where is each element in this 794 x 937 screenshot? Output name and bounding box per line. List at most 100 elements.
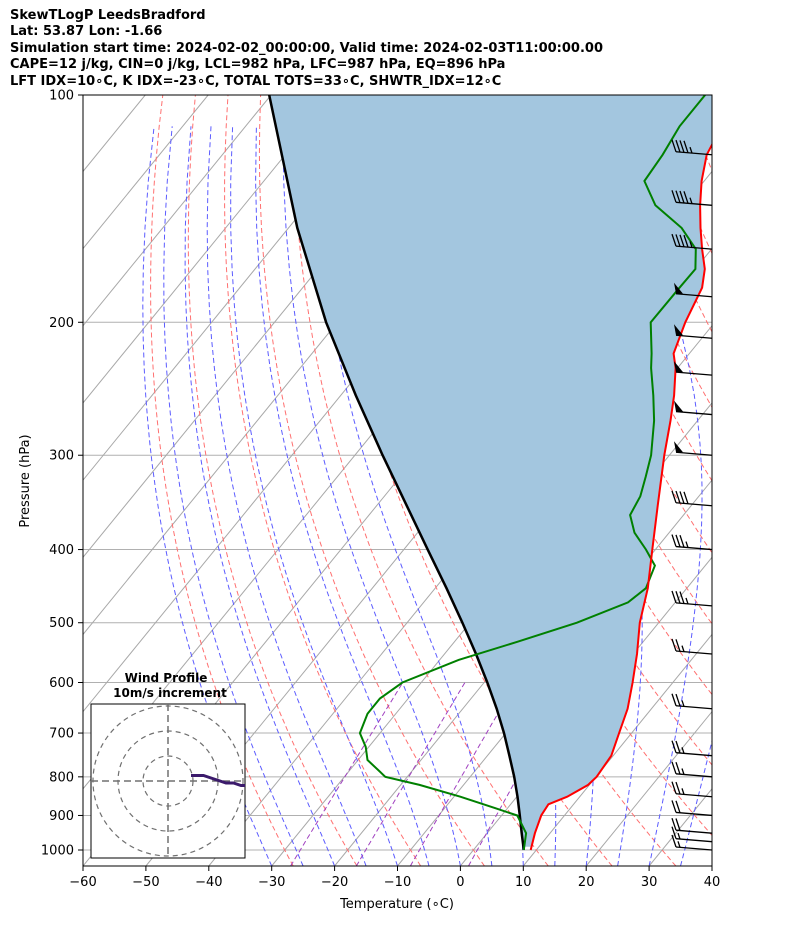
- wind-barb-half-flag: [685, 597, 689, 605]
- wind-barb-staff: [675, 371, 713, 376]
- isotherm-line: [83, 95, 335, 404]
- dewpoint-line: [358, 95, 706, 851]
- wind-barb-staff: [675, 650, 713, 655]
- wind-barb-staff: [675, 705, 713, 710]
- x-tick-label: −30: [258, 875, 285, 890]
- isotherm-line: [83, 95, 398, 481]
- moist-adiabat-line: [282, 126, 461, 866]
- hodograph-inset: Wind Profile 10m/s increment: [90, 671, 246, 859]
- wind-barb-half-flag: [689, 146, 693, 154]
- wind-barb-flag: [675, 139, 681, 153]
- wind-barb-flag: [675, 781, 681, 795]
- station-coordinates: Lat: 53.87 Lon: -1.66: [10, 24, 163, 40]
- wind-barb-flag: [675, 490, 681, 504]
- moist-adiabat-line: [313, 126, 493, 866]
- wind-barb-flag: [671, 826, 677, 839]
- wind-barb-flag: [675, 190, 681, 203]
- x-axis-ticks: −60 −50 −40 −30 −20 −10 0 10 20 30 40: [69, 866, 720, 890]
- wind-barb-flag: [683, 140, 689, 153]
- isotherm-line: [83, 95, 209, 250]
- chart-header: SkewTLogP LeedsBradford Lat: 53.87 Lon: …: [10, 8, 603, 90]
- wind-barb-flag: [679, 535, 685, 548]
- wind-barb-flag: [671, 817, 677, 831]
- x-tick-label: −40: [195, 875, 222, 890]
- wind-barb-flag: [683, 234, 689, 248]
- wind-barb-flag: [675, 534, 681, 548]
- x-tick-label: −50: [132, 875, 159, 890]
- wind-barb-staff: [675, 151, 713, 156]
- isotherm-line: [83, 95, 272, 327]
- wind-barb-flag: [671, 490, 677, 503]
- hodograph-content: [91, 704, 245, 858]
- wind-barb-half-flag: [689, 241, 693, 248]
- wind-barb: [671, 693, 713, 710]
- y-tick-label: 800: [49, 770, 74, 785]
- wind-barb: [671, 740, 713, 757]
- wind-barb-flag: [679, 190, 685, 204]
- wind-barb: [674, 282, 713, 298]
- y-tick-label: 1000: [41, 844, 74, 859]
- isotherm-line: [775, 95, 794, 866]
- wind-barb-flag: [675, 740, 681, 754]
- wind-barb: [671, 490, 713, 507]
- dry-adiabat-line: [455, 95, 712, 696]
- wind-barb-staff: [675, 793, 713, 798]
- y-tick-label: 400: [49, 543, 74, 558]
- wind-barb-flag: [679, 491, 685, 504]
- wind-barb: [671, 190, 713, 206]
- wind-barb-flag: [671, 781, 677, 794]
- wind-barb-half-flag: [677, 841, 681, 848]
- y-axis-ticks: 1000 900 800 700 600 500 400 300 200 100: [41, 89, 83, 859]
- wind-barb: [674, 361, 713, 376]
- x-tick-label: 20: [578, 875, 595, 890]
- wind-barb-staff: [675, 245, 713, 250]
- dry-adiabat-line: [187, 95, 358, 866]
- mixing-ratio-line: [290, 682, 404, 866]
- wind-barb-staff: [675, 829, 713, 834]
- wind-barb-half-flag: [681, 788, 685, 795]
- y-tick-label: 700: [49, 727, 74, 742]
- chart-title: SkewTLogP LeedsBradford: [10, 8, 206, 23]
- hodograph-title: Wind Profile: [125, 671, 208, 685]
- mixing-ratio-line: [409, 682, 517, 866]
- wind-barb-staff: [675, 334, 713, 339]
- dry-adiabat-line: [258, 95, 485, 866]
- wind-barb-flag: [675, 800, 681, 813]
- x-tick-label: −10: [384, 875, 411, 890]
- wind-barb-flag: [675, 761, 681, 775]
- wind-barb-staff: [675, 451, 713, 456]
- wind-barb: [671, 817, 713, 834]
- wind-barb-flag: [671, 534, 677, 547]
- wind-barb-flag: [675, 639, 681, 652]
- wind-barb-half-flag: [681, 700, 685, 707]
- x-tick-label: −60: [69, 875, 96, 890]
- wind-barb: [674, 441, 713, 456]
- wind-barb-flag: [679, 591, 685, 604]
- wind-barb-pennant: [674, 282, 683, 294]
- y-tick-label: 900: [49, 809, 74, 824]
- wind-barb: [674, 400, 713, 416]
- dry-adiabat-line: [585, 95, 712, 409]
- temperature-line: [529, 142, 712, 851]
- isotherm-line: [711, 865, 712, 866]
- data-layer: [267, 95, 712, 851]
- wind-barb-half-flag: [681, 645, 685, 652]
- y-tick-label: 300: [49, 449, 74, 464]
- y-tick-label: 500: [49, 616, 74, 631]
- isotherm-line: [585, 710, 712, 866]
- x-axis-label: Temperature (∘C): [339, 897, 454, 912]
- wind-barb: [671, 834, 713, 851]
- wind-barb-staff: [675, 201, 713, 206]
- hodograph-subtitle: 10m/s increment: [113, 686, 227, 700]
- moist-adiabat-line: [711, 864, 712, 866]
- stability-indices-2: LFT IDX=10∘C, K IDX=-23∘C, TOTAL TOTS=33…: [10, 73, 502, 89]
- wind-barb-staff: [675, 752, 713, 757]
- wind-barb: [671, 638, 713, 655]
- moist-adiabat-line: [163, 126, 304, 866]
- wind-barb-flag: [671, 800, 677, 813]
- wind-barb-flag: [675, 234, 681, 247]
- x-tick-label: 30: [641, 875, 658, 890]
- x-tick-label: −20: [321, 875, 348, 890]
- wind-barb-flag: [675, 693, 681, 707]
- cape-shaded-area: [269, 95, 712, 847]
